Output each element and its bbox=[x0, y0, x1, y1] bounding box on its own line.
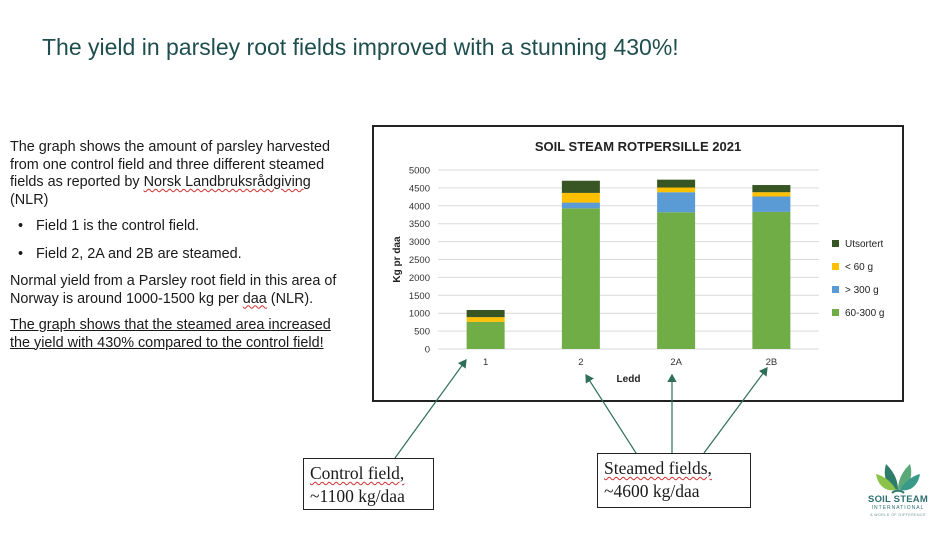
bar-segment bbox=[561, 192, 600, 203]
slide-title: The yield in parsley root fields improve… bbox=[42, 34, 679, 60]
y-tick-label: 1000 bbox=[409, 309, 430, 320]
legend-label: 60-300 g bbox=[845, 308, 884, 319]
arrow-to-field-1 bbox=[394, 359, 467, 459]
steamed-callout-line1: Steamed fields, bbox=[604, 458, 712, 478]
chart-svg: SOIL STEAM ROTPERSILLE 2021 0 500 1000 1500 2… bbox=[392, 139, 884, 385]
logo-name: SOIL STEAM bbox=[868, 494, 928, 505]
source-name: Norsk Landbruksrådgiving bbox=[143, 174, 311, 190]
chart-title: SOIL STEAM ROTPERSILLE 2021 bbox=[535, 139, 741, 154]
y-tick-label: 0 bbox=[425, 345, 430, 356]
control-callout-line1: Control field, bbox=[310, 463, 405, 483]
bar-segment bbox=[466, 309, 505, 318]
y-tick-label: 4000 bbox=[409, 201, 430, 212]
arrow-to-field-2b bbox=[703, 367, 768, 454]
bar-segment bbox=[752, 211, 791, 349]
x-axis-label: Ledd bbox=[617, 374, 641, 385]
bar-segment bbox=[752, 185, 791, 193]
legend-label: > 300 g bbox=[845, 285, 879, 296]
yield-chart: SOIL STEAM ROTPERSILLE 2021 0 500 1000 1500 2… bbox=[372, 125, 904, 402]
bar-segment bbox=[657, 179, 696, 188]
arrow-to-field-2 bbox=[585, 373, 637, 454]
y-tick-label: 2000 bbox=[409, 273, 430, 284]
bar-segment bbox=[752, 196, 791, 212]
y-tick-label: 1500 bbox=[409, 291, 430, 302]
legend-swatch bbox=[832, 309, 839, 316]
legend-swatch bbox=[832, 263, 839, 270]
legend-label: < 60 g bbox=[845, 262, 873, 273]
y-axis-label: Kg pr daa bbox=[392, 236, 403, 283]
y-tick-label: 500 bbox=[414, 327, 430, 338]
soil-steam-logo-icon bbox=[876, 464, 920, 494]
y-tick-label: 3500 bbox=[409, 219, 430, 230]
bar-segment bbox=[466, 317, 505, 322]
intro-paragraph: The graph shows the amount of parsley ha… bbox=[10, 139, 330, 208]
bar-segment bbox=[561, 202, 600, 209]
bullet-control-field: • Field 1 is the control field. bbox=[18, 218, 200, 234]
legend-swatch bbox=[832, 286, 839, 293]
logo-subtitle: INTERNATIONAL bbox=[871, 505, 925, 511]
legend-label: Utsortert bbox=[845, 239, 884, 250]
x-tick-label: 2B bbox=[766, 357, 778, 368]
steamed-callout-line2: ~4600 kg/daa bbox=[604, 481, 700, 501]
bar-segment bbox=[752, 192, 791, 197]
x-tick-label: 1 bbox=[483, 357, 488, 368]
bar-segment bbox=[657, 212, 696, 349]
bar-segment bbox=[561, 208, 600, 349]
conclusion-paragraph: The graph shows that the steamed area in… bbox=[10, 317, 331, 351]
bar-segment bbox=[657, 187, 696, 193]
y-tick-label: 2500 bbox=[409, 255, 430, 266]
logo-tagline: A WORLD OF DIFFERENCE bbox=[870, 513, 926, 517]
bar-segment bbox=[561, 180, 600, 193]
y-tick-label: 5000 bbox=[409, 166, 430, 177]
x-tick-label: 2 bbox=[578, 357, 583, 368]
control-field-callout: Control field, ~1100 kg/daa bbox=[303, 458, 434, 510]
bullet-steamed-fields: • Field 2, 2A and 2B are steamed. bbox=[18, 245, 242, 262]
y-tick-label: 3000 bbox=[409, 237, 430, 248]
bar-segment bbox=[657, 192, 696, 213]
bar-segment bbox=[466, 321, 505, 349]
control-callout-line2: ~1100 kg/daa bbox=[310, 486, 405, 506]
legend-swatch bbox=[832, 240, 839, 247]
y-tick-label: 4500 bbox=[409, 183, 430, 194]
description-text: The graph shows the amount of parsley ha… bbox=[10, 139, 350, 361]
normal-yield-paragraph: Normal yield from a Parsley root field i… bbox=[10, 273, 337, 307]
steamed-fields-callout: Steamed fields, ~4600 kg/daa bbox=[597, 453, 751, 508]
x-tick-label: 2A bbox=[670, 357, 682, 368]
